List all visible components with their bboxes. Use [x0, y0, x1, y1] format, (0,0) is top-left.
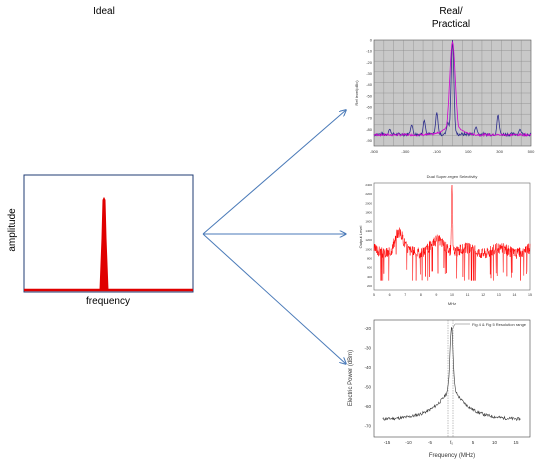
real-chart-power: -20 -30 -40 -50 -60 -70 -15 -10 -5 f₀ 5 10 15 Fig 4… [348, 319, 531, 459]
chart1-xtick: -500 [370, 149, 379, 154]
chart3-xlabel: Frequency (MHz) [429, 453, 475, 459]
chart1-ytick: -30 [366, 71, 373, 76]
chart1-ytick: -40 [366, 82, 373, 87]
real-heading-line1: Real/ [439, 6, 463, 17]
real-heading-line2: Practical [432, 19, 470, 30]
chart1-xtick: 300 [496, 149, 503, 154]
chart1-ytick: -80 [366, 127, 373, 132]
chart3-ytick: -20 [364, 326, 371, 331]
arrow-to-chart-3 [202, 233, 346, 364]
chart3-xtick: -15 [384, 440, 391, 445]
chart2-ytick: 600 [367, 266, 372, 270]
chart1-ytick: -10 [366, 49, 373, 54]
chart3-xtick: f₀ [450, 440, 453, 445]
chart2-title: Dual Super-regen Selectivity [427, 174, 478, 179]
real-chart-selectivity: Dual Super-regen Selectivity 2400 2200 200… [358, 174, 532, 306]
chart1-xtick: -100 [433, 149, 442, 154]
chart2-xtick: 6 [389, 293, 391, 297]
chart2-ytick: 400 [367, 275, 372, 279]
ideal-chart-xlabel: frequency [86, 296, 130, 307]
chart2-plot-area [373, 182, 531, 291]
chart2-xlabel: MHz [448, 301, 456, 306]
chart1-ytick: 0 [370, 38, 373, 43]
chart2-ylabel: Output Level [358, 226, 363, 249]
chart1-xtick: -300 [401, 149, 410, 154]
chart1-ytick: -90 [366, 138, 373, 143]
chart1-ytick: -20 [366, 60, 373, 65]
chart3-series [382, 327, 521, 421]
chart2-xtick: 15 [528, 293, 532, 297]
chart2-ytick: 1200 [365, 238, 372, 242]
chart1-ytick: -70 [366, 116, 373, 121]
ideal-chart-ylabel: amplitude [7, 208, 18, 252]
chart2-xtick: 14 [512, 293, 516, 297]
chart2-series [373, 185, 531, 281]
chart2-xtick: 11 [466, 293, 470, 297]
chart2-ytick: 1400 [365, 229, 372, 233]
chart2-ytick: 200 [367, 284, 372, 288]
chart2-xtick: 8 [420, 293, 422, 297]
chart3-xtick: 5 [472, 440, 475, 445]
chart2-ytick: 2400 [365, 183, 372, 187]
ideal-heading: Ideal [93, 6, 115, 17]
chart3-ytick: -40 [364, 365, 371, 370]
chart3-ytick: -70 [364, 424, 371, 429]
chart2-ytick: 1000 [365, 247, 372, 251]
chart2-xtick: 7 [404, 293, 406, 297]
arrows [202, 110, 346, 364]
chart1-xtick: 100 [465, 149, 472, 154]
chart3-ylabel: Electric Power (dBm) [348, 350, 354, 406]
arrow-to-chart-1 [202, 110, 346, 235]
chart2-xtick: 13 [497, 293, 501, 297]
chart1-series-magenta [373, 40, 532, 138]
chart3-ytick: -60 [364, 404, 371, 409]
chart3-xtick: -5 [428, 440, 432, 445]
ideal-chart: frequency amplitude [7, 174, 194, 307]
chart2-xtick: 5 [373, 293, 375, 297]
chart1-series-blue [373, 39, 532, 138]
chart3-ytick: -50 [364, 385, 371, 390]
ideal-chart-frame [23, 174, 194, 293]
chart3-ytick: -30 [364, 346, 371, 351]
chart2-ytick: 1600 [365, 220, 372, 224]
chart2-ytick: 2000 [365, 201, 372, 205]
chart1-xtick: 500 [528, 149, 535, 154]
chart2-ytick: 1800 [365, 211, 372, 215]
ideal-chart-peak [99, 196, 109, 291]
chart3-xtick: 10 [492, 440, 498, 445]
chart1-ytick: -60 [366, 104, 373, 109]
chart1-ylabel: Ref level(dBc) [354, 80, 359, 106]
chart2-xtick: 9 [435, 293, 437, 297]
chart3-xtick: -10 [405, 440, 412, 445]
chart3-xtick: 15 [513, 440, 519, 445]
chart2-xtick: 10 [450, 293, 454, 297]
chart2-ytick: 800 [367, 256, 372, 260]
chart3-annotation-leader [451, 323, 470, 331]
chart3-annotation: Fig 4 & Fig 5 Resolution range [472, 322, 527, 327]
chart2-xtick: 12 [481, 293, 485, 297]
chart1-ytick: -50 [366, 93, 373, 98]
chart2-ytick: 2200 [365, 192, 372, 196]
real-chart-spectrum-grid: 0 -10 -20 -30 -40 -50 -60 -70 -80 -90 -500 -300 -10… [354, 38, 535, 155]
